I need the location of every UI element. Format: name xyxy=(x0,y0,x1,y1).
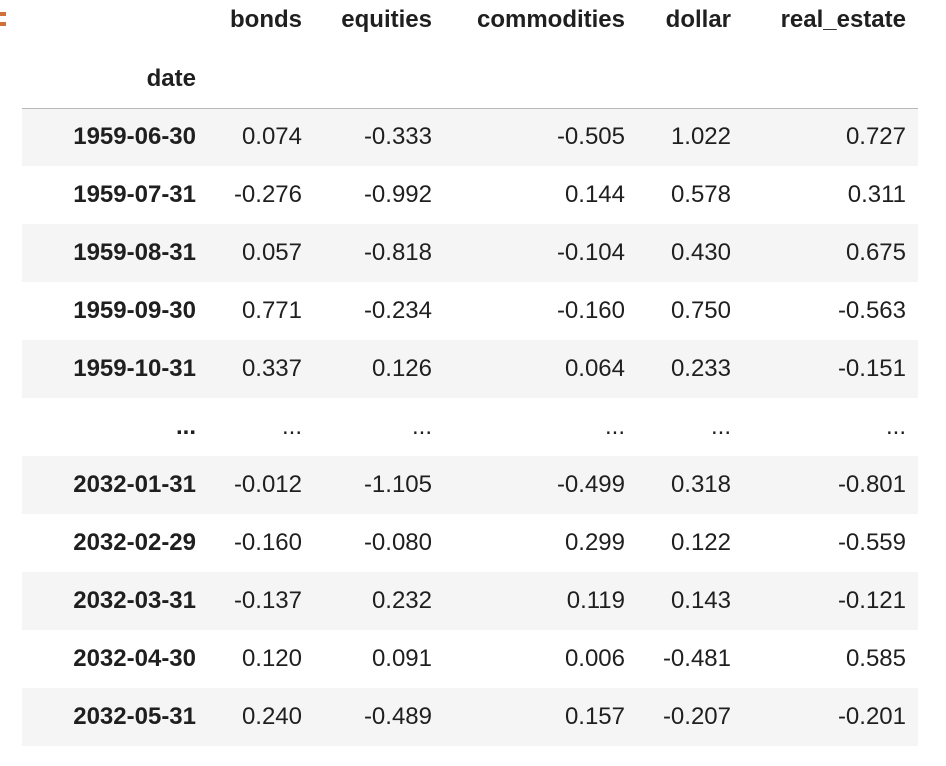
table-cell: ... xyxy=(411,413,432,440)
table-cell: 0.091 xyxy=(371,645,432,672)
table-cell: 0.144 xyxy=(564,181,625,208)
table-cell: 0.126 xyxy=(371,355,432,382)
table-cell: -0.160 xyxy=(556,297,625,324)
table-cell: -0.489 xyxy=(363,703,432,730)
table-cell: -0.151 xyxy=(837,355,906,382)
table-row: .................. xyxy=(22,398,918,456)
table-cell: 0.006 xyxy=(564,645,625,672)
table-cell: -0.818 xyxy=(363,239,432,266)
row-index: 2032-03-31 xyxy=(73,587,196,614)
table-cell: -0.563 xyxy=(837,297,906,324)
row-index: 2032-01-31 xyxy=(73,471,196,498)
table-row: 1959-09-30 0.771 -0.234 -0.160 0.750 -0.563 xyxy=(22,282,918,340)
table-cell: 0.585 xyxy=(845,645,906,672)
row-index: ... xyxy=(175,413,196,440)
column-header: commodities xyxy=(476,6,625,33)
table-cell: -1.105 xyxy=(363,471,432,498)
table-cell: 0.430 xyxy=(670,239,731,266)
table-row: 2032-01-31 -0.012 -1.105 -0.499 0.318 -0.801 xyxy=(22,456,918,514)
table-cell: -0.505 xyxy=(556,123,625,151)
row-index: 2032-04-30 xyxy=(73,645,196,672)
table-cell: -0.276 xyxy=(233,181,302,208)
dataframe-table: bonds equities commodities dollar real_e… xyxy=(22,0,918,746)
dataframe-output: bonds equities commodities dollar real_e… xyxy=(22,0,918,746)
table-cell: 0.750 xyxy=(670,297,731,324)
table-cell: 0.240 xyxy=(241,703,302,730)
table-cell: -0.201 xyxy=(837,703,906,730)
table-cell: -0.121 xyxy=(837,587,906,614)
table-cell: 0.299 xyxy=(564,529,625,556)
table-cell: -0.160 xyxy=(233,529,302,556)
row-index: 2032-05-31 xyxy=(73,703,196,730)
row-index: 1959-09-30 xyxy=(73,297,196,324)
table-cell: ... xyxy=(604,413,625,440)
table-cell: 0.318 xyxy=(670,471,731,498)
index-name: date xyxy=(146,64,196,92)
row-index: 1959-06-30 xyxy=(73,123,196,151)
row-index: 1959-07-31 xyxy=(73,181,196,208)
table-row: 1959-10-31 0.337 0.126 0.064 0.233 -0.151 xyxy=(22,340,918,398)
table-cell: -0.559 xyxy=(837,529,906,556)
table-cell: 0.120 xyxy=(241,645,302,672)
table-row: 2032-04-30 0.120 0.091 0.006 -0.481 0.585 xyxy=(22,630,918,688)
column-header-row: bonds equities commodities dollar real_e… xyxy=(22,0,918,44)
table-cell: 0.311 xyxy=(847,181,906,208)
column-header: real_estate xyxy=(780,6,906,33)
table-cell: 0.157 xyxy=(564,703,625,730)
table-row: 1959-06-30 0.074 -0.333 -0.505 1.022 0.727 xyxy=(22,108,918,166)
table-cell: 0.233 xyxy=(670,355,731,382)
table-cell: 0.064 xyxy=(564,355,625,382)
table-cell: ... xyxy=(281,413,302,440)
table-cell: -0.012 xyxy=(233,471,302,498)
table-cell: 0.057 xyxy=(241,239,302,266)
table-cell: -0.207 xyxy=(662,703,731,730)
cell-prompt-marker xyxy=(0,12,6,30)
table-row: 1959-08-31 0.057 -0.818 -0.104 0.430 0.675 xyxy=(22,224,918,282)
table-row: 2032-03-31 -0.137 0.232 0.119 0.143 -0.121 xyxy=(22,572,918,630)
table-cell: -0.992 xyxy=(363,181,432,208)
table-row: 2032-02-29 -0.160 -0.080 0.299 0.122 -0.559 xyxy=(22,514,918,572)
table-cell: 1.022 xyxy=(670,123,731,151)
table-cell: -0.137 xyxy=(233,587,302,614)
table-cell: 0.143 xyxy=(670,587,731,614)
row-index: 1959-08-31 xyxy=(73,239,196,266)
table-cell: 0.675 xyxy=(845,239,906,266)
table-cell: ... xyxy=(710,413,731,440)
table-cell: -0.104 xyxy=(556,239,625,266)
table-cell: -0.481 xyxy=(662,645,731,672)
table-cell: 0.727 xyxy=(845,123,906,151)
index-name-row: date xyxy=(22,44,918,108)
column-header: equities xyxy=(341,6,432,33)
table-cell: -0.499 xyxy=(556,471,625,498)
table-cell: 0.074 xyxy=(241,123,302,151)
table-cell: -0.333 xyxy=(363,123,432,151)
index-corner-cell xyxy=(22,0,208,44)
table-row: 1959-07-31 -0.276 -0.992 0.144 0.578 0.311 xyxy=(22,166,918,224)
table-cell: ... xyxy=(885,413,906,440)
row-index: 1959-10-31 xyxy=(73,355,196,382)
table-cell: -0.234 xyxy=(363,297,432,324)
table-cell: 0.232 xyxy=(371,587,432,614)
row-index: 2032-02-29 xyxy=(73,529,196,556)
table-cell: 0.771 xyxy=(241,297,302,324)
table-cell: 0.122 xyxy=(670,529,731,556)
table-cell: -0.080 xyxy=(363,529,432,556)
column-header: bonds xyxy=(230,6,302,33)
table-row: 2032-05-31 0.240 -0.489 0.157 -0.207 -0.201 xyxy=(22,688,918,746)
table-cell: -0.801 xyxy=(837,471,906,498)
table-cell: 0.578 xyxy=(670,181,731,208)
table-cell: 0.119 xyxy=(566,587,625,614)
column-header: dollar xyxy=(665,6,731,33)
table-cell: 0.337 xyxy=(241,355,302,382)
